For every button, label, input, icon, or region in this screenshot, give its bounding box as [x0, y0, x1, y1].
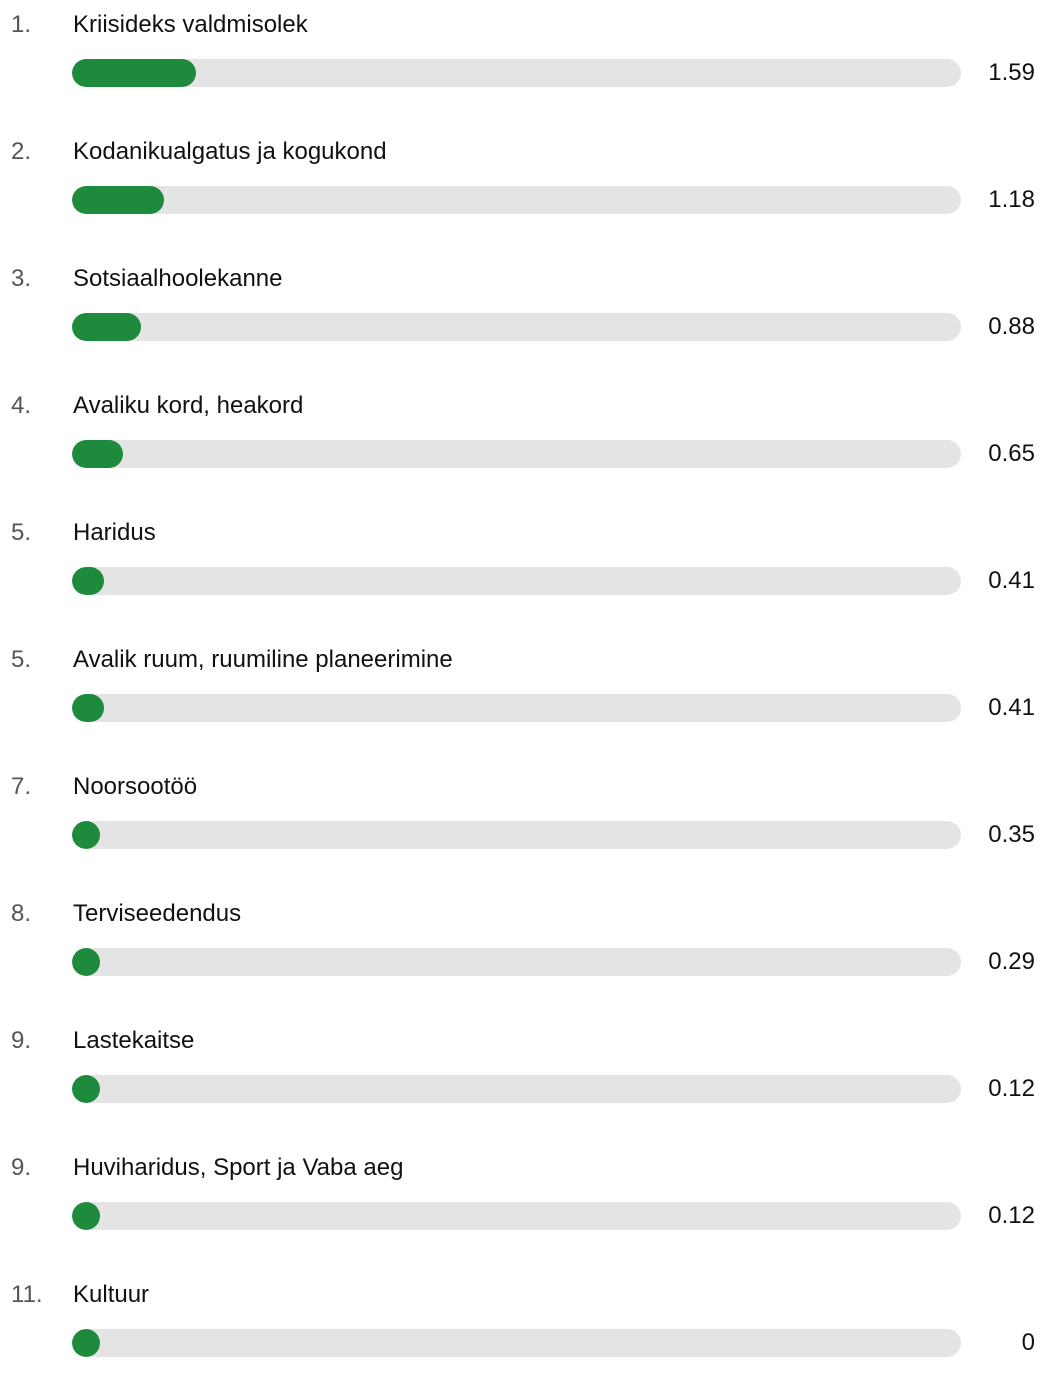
bar-row: 5. Haridus 0.41: [0, 508, 1040, 635]
bar-fill: [72, 440, 123, 468]
bar-fill: [72, 1329, 100, 1357]
bar-row: 1. Kriisideks valdmisolek 1.59: [0, 0, 1040, 127]
rank-number: 3.: [11, 265, 32, 292]
value-label: 0.29: [988, 948, 1035, 975]
category-label: Lastekaitse: [73, 1027, 195, 1054]
bar-row: 4. Avaliku kord, heakord 0.65: [0, 381, 1040, 508]
category-label: Haridus: [73, 519, 156, 546]
category-label: Avaliku kord, heakord: [73, 392, 304, 419]
bar-row: 11. Kultuur 0: [0, 1270, 1040, 1397]
bar-track: [72, 186, 961, 214]
value-label: 0: [1021, 1329, 1035, 1356]
value-label: 0.12: [988, 1202, 1035, 1229]
category-label: Kodanikualgatus ja kogukond: [73, 138, 387, 165]
rank-number: 5.: [11, 646, 32, 673]
bar-track: [72, 567, 961, 595]
value-label: 0.41: [988, 567, 1035, 594]
value-label: 0.35: [988, 821, 1035, 848]
category-label: Noorsootöö: [73, 773, 198, 800]
rank-number: 1.: [11, 11, 32, 38]
bar-track: [72, 948, 961, 976]
bar-row: 7. Noorsootöö 0.35: [0, 762, 1040, 889]
bar-row: 3. Sotsiaalhoolekanne 0.88: [0, 254, 1040, 381]
bar-row: 2. Kodanikualgatus ja kogukond 1.18: [0, 127, 1040, 254]
bar-fill: [72, 694, 104, 722]
rank-number: 2.: [11, 138, 32, 165]
ranking-bar-chart: 1. Kriisideks valdmisolek 1.59 2. Kodanikual…: [0, 0, 1040, 1357]
rank-number: 11.: [11, 1281, 43, 1308]
rank-number: 7.: [11, 773, 32, 800]
rank-number: 5.: [11, 519, 32, 546]
value-label: 0.65: [988, 440, 1035, 467]
bar-track: [72, 821, 961, 849]
value-label: 0.88: [988, 313, 1035, 340]
bar-fill: [72, 313, 141, 341]
bar-fill: [72, 1075, 100, 1103]
bar-track: [72, 313, 961, 341]
category-label: Avalik ruum, ruumiline planeerimine: [73, 646, 453, 673]
category-label: Kultuur: [73, 1281, 150, 1308]
rank-number: 9.: [11, 1027, 32, 1054]
bar-row: 9. Lastekaitse 0.12: [0, 1016, 1040, 1143]
bar-row: 5. Avalik ruum, ruumiline planeerimine 0.4…: [0, 635, 1040, 762]
value-label: 0.41: [988, 694, 1035, 721]
bar-track: [72, 694, 961, 722]
bar-track: [72, 1202, 961, 1230]
bar-row: 9. Huviharidus, Sport ja Vaba aeg 0.12: [0, 1143, 1040, 1270]
bar-track: [72, 440, 961, 468]
value-label: 1.59: [988, 59, 1035, 86]
bar-fill: [72, 1202, 100, 1230]
bar-track: [72, 1329, 961, 1357]
bar-fill: [72, 59, 196, 87]
bar-fill: [72, 186, 165, 214]
bar-track: [72, 1075, 961, 1103]
category-label: Terviseedendus: [73, 900, 242, 927]
rank-number: 4.: [11, 392, 32, 419]
category-label: Kriisideks valdmisolek: [73, 11, 308, 38]
value-label: 0.12: [988, 1075, 1035, 1102]
rank-number: 9.: [11, 1154, 32, 1181]
category-label: Sotsiaalhoolekanne: [73, 265, 283, 292]
bar-fill: [72, 948, 100, 976]
bar-row: 8. Terviseedendus 0.29: [0, 889, 1040, 1016]
rank-number: 8.: [11, 900, 32, 927]
bar-fill: [72, 567, 104, 595]
value-label: 1.18: [988, 186, 1035, 213]
bar-fill: [72, 821, 100, 849]
category-label: Huviharidus, Sport ja Vaba aeg: [73, 1154, 404, 1181]
bar-track: [72, 59, 961, 87]
